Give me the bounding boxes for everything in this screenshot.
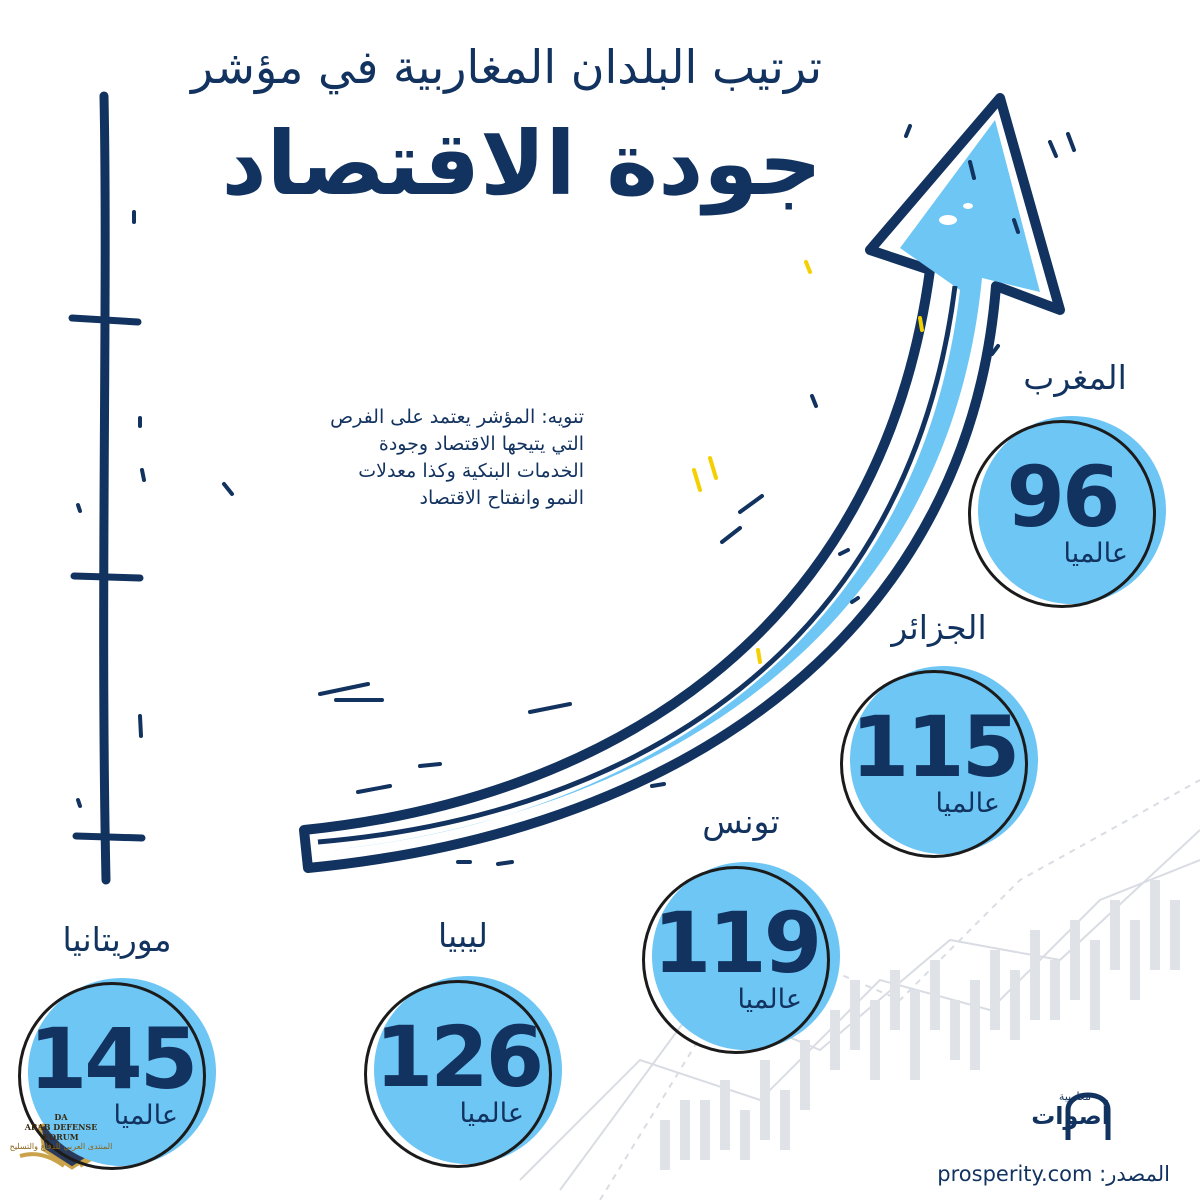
aswat-logo-word: أصوات bbox=[1031, 1102, 1110, 1130]
aswat-logo-top: مغاربية bbox=[1058, 1090, 1092, 1103]
rank-value: 115 bbox=[850, 698, 1020, 796]
country-label-tunisia: تونس bbox=[702, 802, 780, 841]
country-label-morocco: المغرب bbox=[1023, 358, 1127, 397]
background-candles bbox=[660, 880, 1180, 1170]
rank-badge-mauritania: 145 عالميا bbox=[12, 976, 216, 1176]
country-label-algeria: الجزائر bbox=[891, 608, 987, 647]
yellow-accents bbox=[692, 260, 924, 664]
source-label: المصدر: bbox=[1099, 1162, 1170, 1186]
rank-value: 96 bbox=[1006, 448, 1121, 546]
rank-badge-libya: 126 عالميا bbox=[358, 974, 562, 1174]
aswat-logo-arch bbox=[1065, 1092, 1111, 1140]
country-label-libya: ليبيا bbox=[438, 916, 488, 955]
rank-badge-morocco: 96 عالميا bbox=[962, 414, 1166, 614]
forum-name-ar: المنتدى العربي للدفاع والتسليح bbox=[9, 1142, 113, 1151]
rank-value: 126 bbox=[374, 1008, 544, 1106]
growth-arrow bbox=[299, 93, 1065, 873]
forum-name-en: ARAB DEFENSE FORUM bbox=[24, 1122, 98, 1142]
rank-badge-algeria: 115 عالميا bbox=[834, 664, 1038, 864]
axis-dashes bbox=[76, 210, 234, 808]
country-label-mauritania: موريتانيا bbox=[62, 920, 172, 959]
rank-value: 145 bbox=[28, 1010, 198, 1108]
methodology-note: تنويه: المؤشر يعتمد على الفرص التي يتيحه… bbox=[330, 406, 584, 509]
source-credit: المصدر: prosperity.com bbox=[937, 1162, 1170, 1186]
rank-unit: عالميا bbox=[935, 788, 1000, 819]
rank-unit: عالميا bbox=[737, 984, 802, 1015]
vertical-axis bbox=[68, 91, 146, 885]
forum-initials: DA bbox=[54, 1112, 68, 1122]
aswat-logo: مغاربية أصوات bbox=[1031, 1090, 1110, 1154]
rank-unit: عالميا bbox=[459, 1098, 524, 1129]
infographic-title: جودة الاقتصاد bbox=[221, 112, 823, 215]
rank-unit: عالميا bbox=[1063, 538, 1128, 569]
rank-badge-tunisia: 119 عالميا bbox=[636, 860, 840, 1060]
rank-value: 119 bbox=[652, 894, 822, 992]
source-domain: prosperity.com bbox=[937, 1162, 1093, 1186]
forum-watermark: DA ARAB DEFENSE FORUM المنتدى العربي للد… bbox=[6, 1112, 116, 1151]
rank-unit: عالميا bbox=[113, 1100, 178, 1131]
motion-dashes bbox=[318, 124, 1076, 866]
infographic-subtitle: ترتيب البلدان المغاربية في مؤشر bbox=[191, 40, 822, 94]
